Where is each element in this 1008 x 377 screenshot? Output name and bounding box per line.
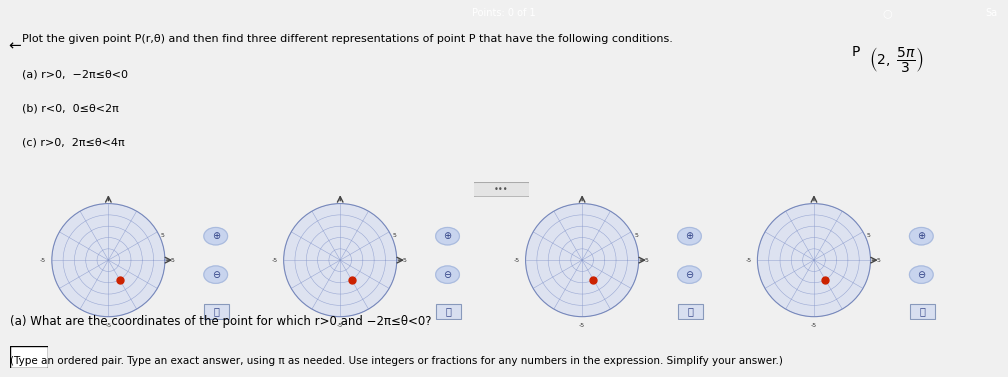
Text: -5: -5 (105, 323, 112, 328)
FancyBboxPatch shape (10, 346, 48, 368)
Text: ⊖: ⊖ (685, 270, 694, 280)
Text: 5: 5 (170, 257, 174, 263)
Circle shape (909, 227, 933, 245)
Text: ⊖: ⊖ (917, 270, 925, 280)
Text: ⊕: ⊕ (917, 231, 925, 241)
Text: ⧉: ⧉ (687, 307, 694, 316)
Circle shape (435, 266, 460, 284)
Text: ⊖: ⊖ (212, 270, 220, 280)
Text: P: P (852, 45, 860, 59)
Circle shape (204, 227, 228, 245)
Circle shape (909, 266, 933, 284)
Text: 5: 5 (402, 257, 406, 263)
Circle shape (677, 266, 702, 284)
Text: (Type an ordered pair. Type an exact answer, using π as needed. Use integers or : (Type an ordered pair. Type an exact ans… (10, 356, 783, 366)
FancyBboxPatch shape (677, 304, 704, 319)
Text: (b) r<0,  0≤θ<2π: (b) r<0, 0≤θ<2π (22, 104, 119, 114)
Text: -5: -5 (746, 257, 752, 263)
Text: 5: 5 (876, 257, 880, 263)
Text: ○: ○ (882, 8, 892, 18)
Text: Plot the given point P(r,θ) and then find three different representations of poi: Plot the given point P(r,θ) and then fin… (22, 34, 673, 44)
Text: ⧉: ⧉ (919, 307, 925, 316)
Text: ⊕: ⊕ (444, 231, 452, 241)
Text: ←: ← (8, 39, 21, 54)
Text: (c) r>0,  2π≤θ<4π: (c) r>0, 2π≤θ<4π (22, 138, 125, 148)
Circle shape (677, 227, 702, 245)
Text: -5: -5 (272, 257, 278, 263)
Text: -5: -5 (514, 257, 520, 263)
Text: -5: -5 (810, 323, 817, 328)
FancyBboxPatch shape (435, 304, 462, 319)
FancyBboxPatch shape (204, 304, 230, 319)
Text: Points: 0 of 1: Points: 0 of 1 (472, 8, 536, 18)
Text: ⧉: ⧉ (214, 307, 220, 316)
Text: (a) What are the coordinates of the point for which r>0 and −2π≤θ<0?: (a) What are the coordinates of the poin… (10, 315, 431, 328)
Text: -5: -5 (337, 323, 344, 328)
FancyBboxPatch shape (909, 304, 935, 319)
Text: •••: ••• (494, 185, 509, 194)
Text: (a) r>0,  −2π≤θ<0: (a) r>0, −2π≤θ<0 (22, 70, 128, 80)
Text: $\left(2,\;\dfrac{5\pi}{3}\right)$: $\left(2,\;\dfrac{5\pi}{3}\right)$ (869, 45, 923, 74)
FancyBboxPatch shape (471, 182, 532, 197)
Text: Sa: Sa (986, 8, 998, 18)
Text: ⊕: ⊕ (685, 231, 694, 241)
Circle shape (435, 227, 460, 245)
Text: 5: 5 (644, 257, 648, 263)
Text: ⊕: ⊕ (212, 231, 220, 241)
Text: ⧉: ⧉ (446, 307, 452, 316)
Text: -5: -5 (40, 257, 46, 263)
Text: -5: -5 (579, 323, 586, 328)
Circle shape (204, 266, 228, 284)
Text: ⊖: ⊖ (444, 270, 452, 280)
